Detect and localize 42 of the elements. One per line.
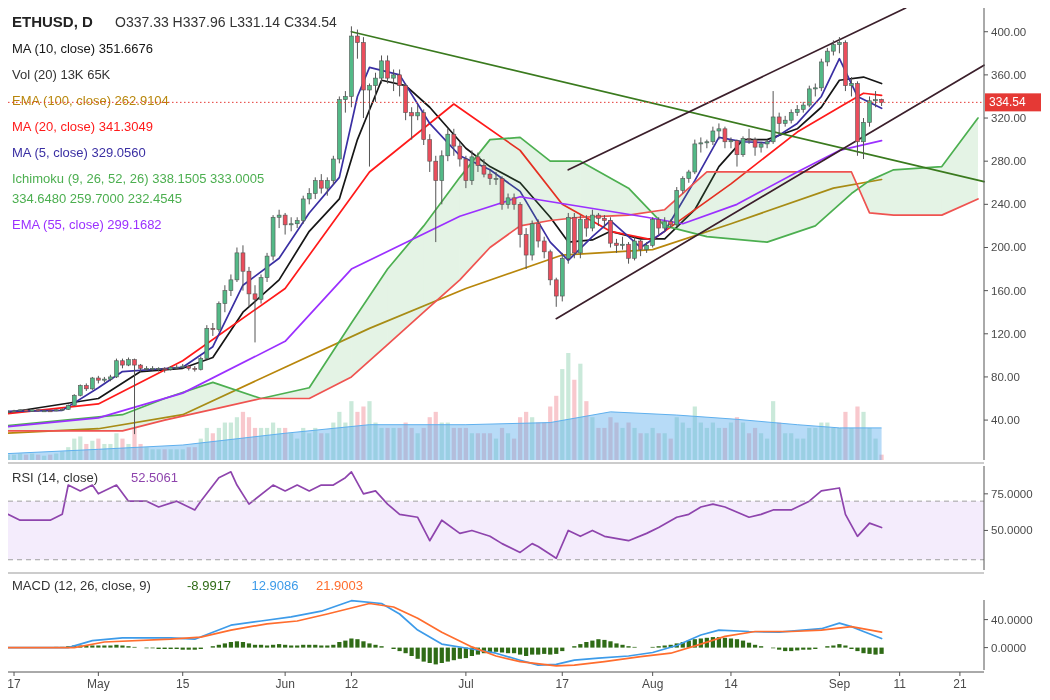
- x-tick-label: 17: [7, 677, 22, 691]
- y-tick-label: 40.0000: [991, 613, 1033, 626]
- chart-title: ETHUSD, D: [12, 13, 93, 30]
- y-tick-label: 40.00: [991, 414, 1020, 427]
- y-tick-label: 0.0000: [991, 641, 1027, 654]
- chart-title: MACD (12, 26, close, 9): [12, 578, 151, 593]
- y-tick-label: 320.00: [991, 112, 1027, 125]
- x-tick-label: 15: [176, 677, 190, 691]
- y-tick-label: 160.00: [991, 284, 1027, 297]
- y-tick-label: 240.00: [991, 198, 1027, 211]
- y-tick-label: 280.00: [991, 155, 1027, 168]
- y-tick-label: 120.00: [991, 327, 1027, 340]
- text: MA (5, close) 329.0560: [12, 145, 146, 160]
- text: EMA (55, close) 299.1682: [12, 216, 162, 232]
- y-tick-label: 200.00: [991, 241, 1027, 254]
- ref-line-label: 334.54: [989, 95, 1027, 110]
- y-tick-label: 50.0000: [991, 524, 1033, 537]
- x-tick-label: Jun: [275, 677, 295, 691]
- x-tick-label: Jul: [458, 677, 474, 691]
- chart-title: Vol (20) 13K 65K: [12, 67, 111, 82]
- chart-title: RSI (14, close): [12, 470, 98, 485]
- text: EMA (100, close) 262.9104: [12, 93, 169, 108]
- y-tick-label: 400.00: [991, 25, 1027, 38]
- x-tick-label: Aug: [641, 677, 664, 691]
- x-tick-label: 14: [724, 677, 738, 691]
- text: -8.9917: [187, 578, 232, 593]
- x-tick-label: Sep: [828, 677, 851, 691]
- x-tick-label: 11: [893, 677, 907, 691]
- series-label: 52.5061: [131, 470, 178, 485]
- series-label: 21.9003: [316, 578, 363, 593]
- y-tick-label: 360.00: [991, 68, 1027, 81]
- text: O337.33 H337.96 L331.14 C334.54: [115, 14, 338, 30]
- y-tick-label: 75.0000: [991, 487, 1033, 500]
- x-tick-label: 17: [555, 677, 570, 691]
- x-tick-label: 12: [344, 677, 359, 691]
- x-tick-label: May: [87, 677, 110, 691]
- series-label: 12.9086: [251, 578, 299, 593]
- y-tick-label: 80.00: [991, 370, 1020, 383]
- text: MA (10, close) 351.6676: [12, 41, 153, 56]
- text: MA (20, close) 341.3049: [12, 119, 153, 134]
- text: Ichimoku (9, 26, 52, 26) 338.1505 333.0005 334.6480 259.7000 232.4545: [12, 171, 265, 206]
- x-tick-label: 21: [953, 677, 967, 691]
